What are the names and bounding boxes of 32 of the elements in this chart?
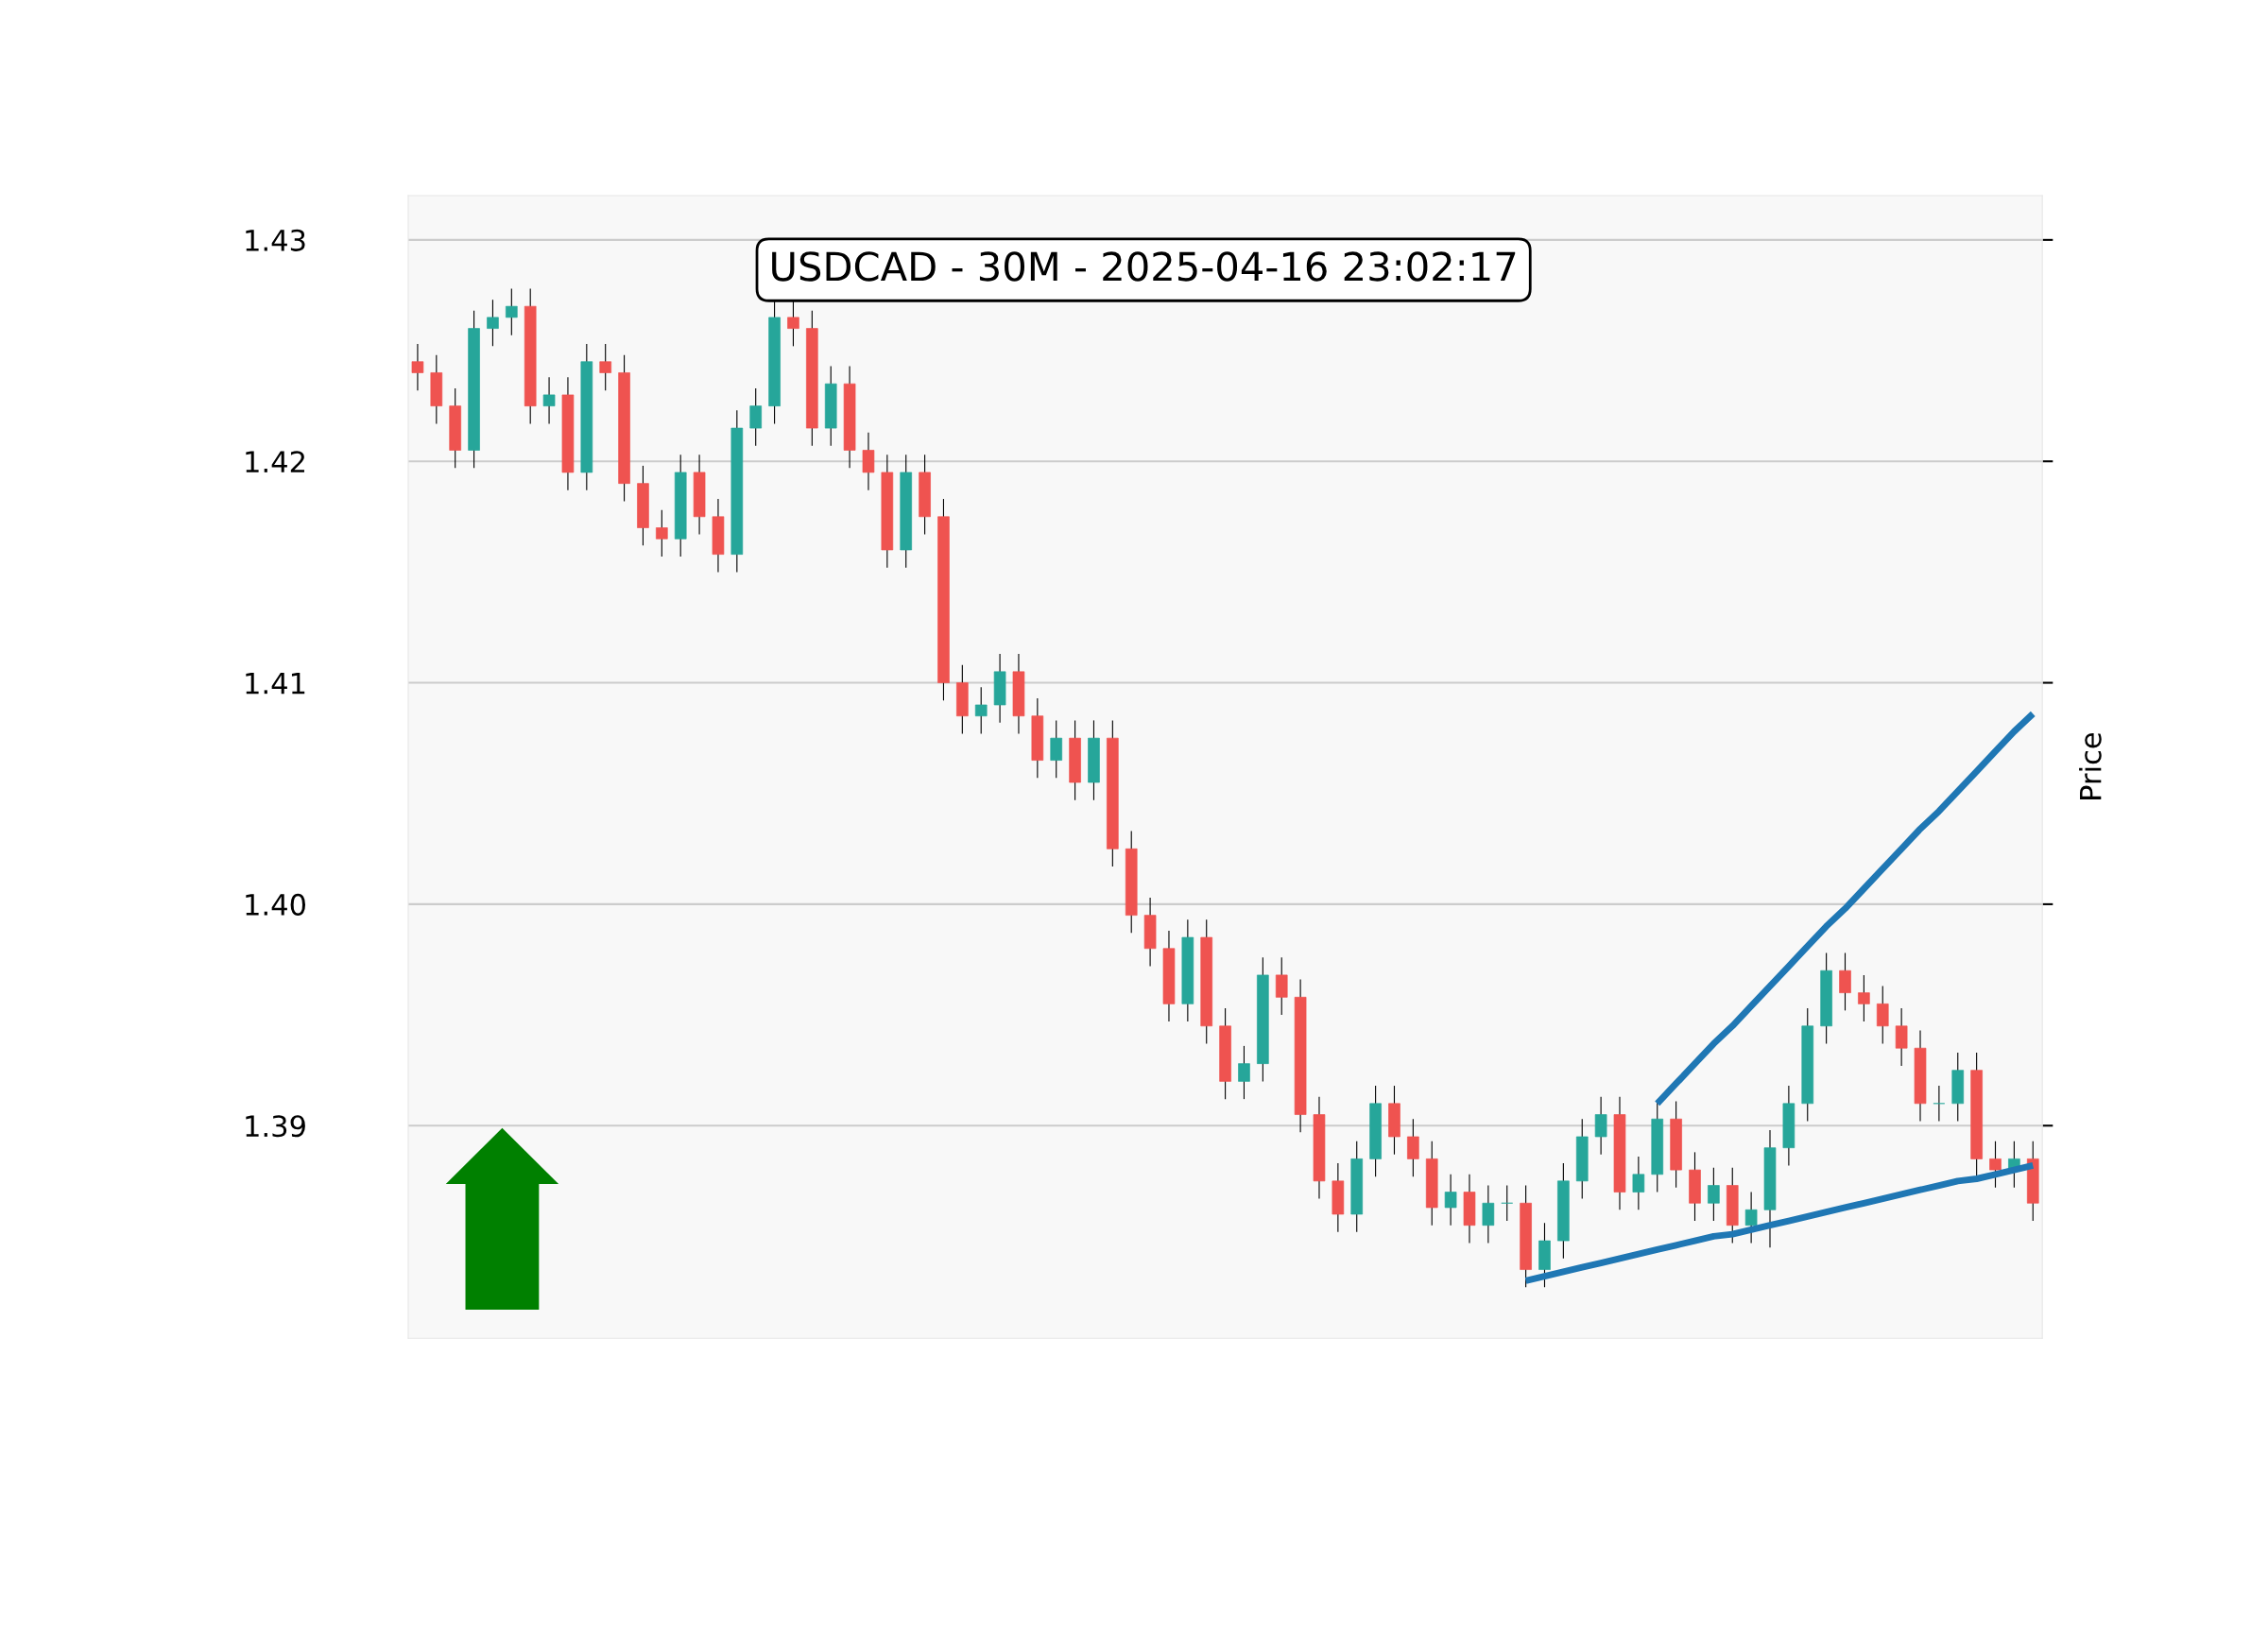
candlestick [1238,1045,1250,1100]
candlestick [1275,956,1288,1016]
candlestick [487,299,499,347]
y-tick-label: 1.39 [246,1115,305,1138]
candlestick [749,387,763,447]
text: USDCAD - 30M - 2025-04-16 23:02:17 [772,251,1516,282]
candlestick [974,686,988,735]
candlestick [542,376,556,424]
candlestick [1708,1167,1720,1222]
candlestick [1501,1184,1514,1222]
y-tick-label: 1.43 [246,229,305,251]
candlestick [1876,986,1889,1045]
candlestick [1050,719,1063,779]
candlestick [1594,1096,1607,1156]
y-axis-title: Price [2079,732,2102,799]
candlestick [1933,1085,1946,1123]
candlestick [1895,1007,1908,1067]
candlestick [1482,1184,1495,1244]
candlestick [1839,952,1851,1011]
y-tick-label: 1.42 [246,451,304,472]
y-tick-label: 1.41 [246,672,305,695]
candlestick [1632,1156,1645,1210]
candlestick [1744,1192,1758,1244]
candlestick [599,343,612,391]
candlestick [1858,974,1870,1022]
candlestick [506,287,518,336]
y-tick-label: 1.40 [246,893,306,916]
candlestick [1444,1174,1457,1227]
candlestick [656,509,668,558]
candlestick [862,432,875,491]
candlestick [1407,1118,1419,1177]
candlestick [411,343,424,391]
